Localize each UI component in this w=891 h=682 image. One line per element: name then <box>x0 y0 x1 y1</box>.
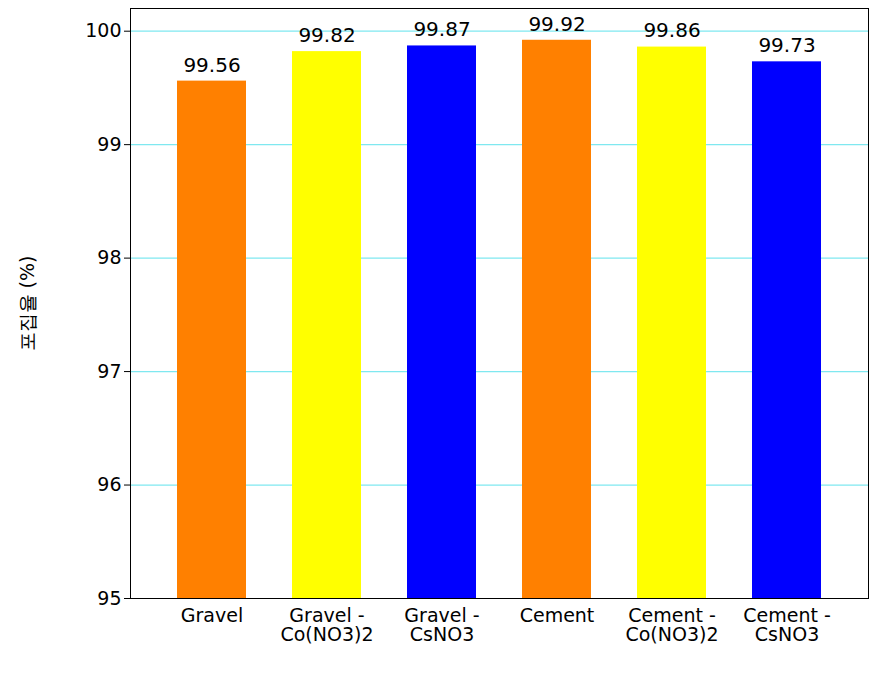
svg-text:Gravel -Co(NO3)2: Gravel -Co(NO3)2 <box>280 604 373 645</box>
svg-text:97: 97 <box>97 360 121 382</box>
svg-text:100: 100 <box>85 19 121 41</box>
svg-text:Cement -CsNO3: Cement -CsNO3 <box>743 604 831 645</box>
svg-text:Cement -Co(NO3)2: Cement -Co(NO3)2 <box>625 604 718 645</box>
svg-text:99.87: 99.87 <box>413 17 470 41</box>
svg-text:99.56: 99.56 <box>183 53 240 77</box>
svg-text:96: 96 <box>97 473 121 495</box>
svg-text:99.92: 99.92 <box>528 12 585 36</box>
svg-text:Gravel: Gravel <box>181 604 243 626</box>
svg-text:99: 99 <box>97 133 121 155</box>
svg-text:Gravel -CsNO3: Gravel -CsNO3 <box>404 604 479 645</box>
svg-text:95: 95 <box>97 587 121 609</box>
svg-text:99.73: 99.73 <box>758 33 815 57</box>
svg-text:98: 98 <box>97 246 121 268</box>
svg-text:99.82: 99.82 <box>298 23 355 47</box>
svg-text:포집율 (%): 포집율 (%) <box>16 256 38 352</box>
svg-text:Cement: Cement <box>520 604 595 626</box>
svg-text:99.86: 99.86 <box>643 18 700 42</box>
